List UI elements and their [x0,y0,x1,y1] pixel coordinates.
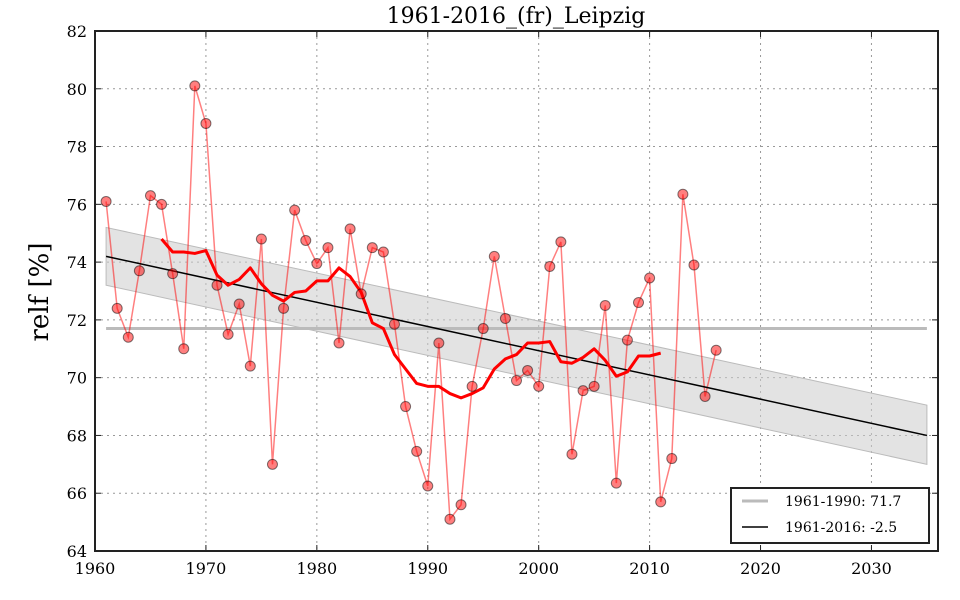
data-point [688,259,700,271]
data-point [477,323,489,335]
data-point [400,401,412,413]
data-point [100,195,112,207]
data-point [388,318,400,330]
plot-frame [94,30,939,552]
x-tick-label: 2030 [851,559,892,578]
data-point [411,445,423,457]
data-point [588,380,600,392]
data-point [555,236,567,248]
data-point [444,513,456,525]
y-tick-label: 66 [67,484,87,503]
data-point [200,117,212,129]
data-point [189,80,201,92]
data-point [266,458,278,470]
chart-title: 1961-2016_(fr)_Leipzig [387,4,646,29]
data-point [710,344,722,356]
data-point [655,496,667,508]
data-point [677,188,689,200]
x-tick-label: 1990 [407,559,448,578]
data-point [244,360,256,372]
data-point [566,448,578,460]
x-tick-label: 1970 [186,559,227,578]
legend: 1961-1990: 71.7 1961-2016: -2.5 [730,487,930,544]
data-point [433,337,445,349]
data-point [300,234,312,246]
data-point [133,265,145,277]
x-tick-label: 1980 [296,559,337,578]
data-point [610,477,622,489]
data-point [211,279,223,291]
data-point [322,242,334,254]
y-tick-label: 76 [67,195,87,214]
data-point [533,380,545,392]
data-point [178,343,190,355]
annual-values-line [105,85,717,522]
data-point [422,480,434,492]
data-point [366,242,378,254]
x-tick-labels: 1960 1970 1980 1990 2000 2010 2020 2030 [75,559,892,578]
data-point [522,364,534,376]
data-point [222,328,234,340]
data-point [111,302,123,314]
legend-label-trend: 1961-2016: -2.5 [785,520,897,536]
y-tick-label: 68 [67,426,87,445]
y-tick-labels: 64 66 68 70 72 74 76 78 80 82 [67,22,87,561]
data-point [122,331,134,343]
data-point [644,272,656,284]
data-point [511,375,522,387]
data-point [333,337,345,349]
y-tick-label: 70 [67,369,87,388]
data-point [344,223,356,235]
y-tick-label: 74 [67,253,87,272]
x-tick-label: 2000 [518,559,559,578]
data-point [455,499,467,511]
x-tick-label: 1960 [75,559,116,578]
data-point [144,190,156,202]
data-point [633,297,645,309]
trend-line [105,255,928,437]
data-point [278,302,290,314]
data-point [599,299,611,311]
data-point [466,380,478,392]
data-point [699,390,711,402]
data-point [289,204,301,216]
data-point [621,334,633,346]
y-tick-label: 78 [67,138,87,157]
ticks [94,30,938,552]
x-tick-label: 2020 [740,559,781,578]
data-point [167,268,179,280]
data-point [666,453,678,465]
y-tick-label: 72 [67,311,87,330]
legend-box [730,487,930,544]
y-tick-label: 82 [67,22,87,41]
lines-layer [105,85,928,522]
data-point [499,312,511,324]
legend-label-baseline: 1961-1990: 71.7 [785,494,901,510]
data-point [311,258,323,270]
x-tick-label: 2010 [629,559,670,578]
data-point [488,250,500,262]
data-point [377,246,389,258]
moving-average-line [160,238,662,400]
data-point [355,288,367,300]
y-tick-label: 80 [67,80,87,99]
data-point [233,298,245,310]
data-point [156,198,168,210]
y-tick-label: 64 [67,542,87,561]
data-point [255,233,267,245]
points-layer [100,80,722,525]
y-axis-label: relf [%] [25,242,55,341]
data-point [577,385,589,397]
data-point [544,260,556,272]
